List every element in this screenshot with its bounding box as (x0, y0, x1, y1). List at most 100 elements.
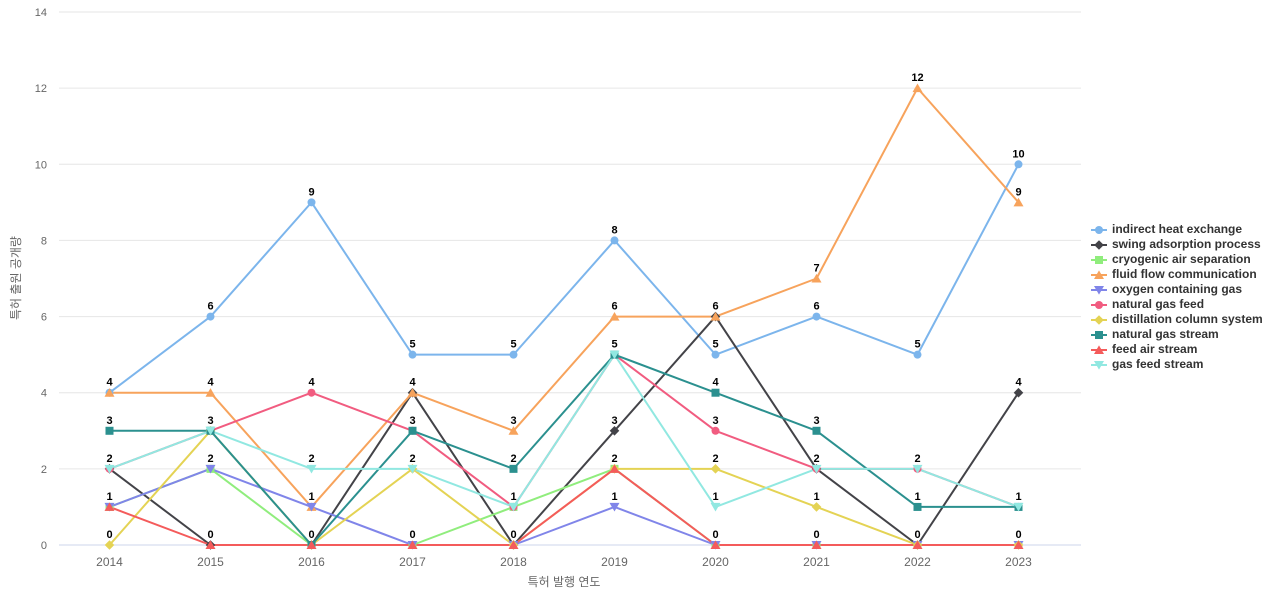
legend-label: cryogenic air separation (1112, 252, 1251, 266)
data-label: 0 (409, 529, 415, 541)
series-markers-feed-air-stream (104, 464, 1024, 549)
data-label: 6 (712, 301, 718, 313)
diamond-marker-icon (104, 540, 115, 550)
series-line (108, 467, 1020, 546)
data-label: 6 (207, 301, 213, 313)
data-label: 5 (611, 339, 617, 351)
triangle-marker-icon (205, 540, 216, 549)
square-marker-icon (408, 426, 417, 435)
triangle-down-marker-icon (609, 502, 620, 512)
legend-label: natural gas stream (1112, 327, 1219, 341)
triangle-down-marker-icon (609, 350, 620, 360)
x-tick-label: 2018 (500, 555, 527, 569)
data-label: 1 (106, 491, 112, 503)
legend-marker-icon (1091, 330, 1107, 339)
data-label: 3 (409, 415, 415, 427)
data-label: 4 (409, 377, 416, 389)
data-label: 12 (911, 72, 923, 84)
legend-marker-icon (1091, 285, 1107, 295)
legend-item-indirect-heat-exchange[interactable]: indirect heat exchange (1091, 222, 1279, 237)
legend-label: distillation column system (1112, 312, 1263, 326)
data-label: 5 (712, 339, 718, 351)
data-label: 10 (1012, 148, 1024, 160)
series-gas-feed-stream (108, 353, 1020, 508)
square-marker-icon (1095, 255, 1103, 264)
triangle-marker-icon (407, 540, 418, 549)
triangle-marker-icon (104, 388, 115, 397)
data-label: 0 (813, 529, 819, 541)
legend-marker-icon (1091, 314, 1107, 325)
data-label: 4 (207, 377, 214, 389)
grid-lines (59, 11, 1081, 546)
data-label: 2 (510, 453, 516, 465)
data-label: 2 (813, 453, 819, 465)
legend-item-natural-gas-stream[interactable]: natural gas stream (1091, 327, 1279, 342)
triangle-down-marker-icon (104, 464, 115, 474)
y-tick-label: 6 (41, 312, 47, 324)
x-tick-label: 2022 (904, 555, 931, 569)
data-label: 9 (308, 186, 314, 198)
x-axis-title: 특허 발행 연도 (527, 575, 601, 589)
data-label: 4 (106, 377, 113, 389)
triangle-down-marker-icon (1013, 502, 1024, 512)
diamond-marker-icon (1094, 314, 1104, 325)
x-tick-label: 2015 (197, 555, 224, 569)
legend-label: oxygen containing gas (1112, 282, 1243, 296)
data-label: 1 (813, 491, 819, 503)
circle-marker-icon (812, 312, 821, 321)
circle-marker-icon (307, 388, 316, 397)
data-label: 5 (914, 339, 920, 351)
legend-item-cryogenic-air-separation[interactable]: cryogenic air separation (1091, 252, 1279, 267)
data-label: 3 (207, 415, 213, 427)
data-label: 2 (914, 453, 920, 465)
data-label: 6 (813, 301, 819, 313)
data-label: 2 (712, 453, 718, 465)
triangle-marker-icon (205, 388, 216, 397)
legend-marker-icon (1091, 255, 1107, 264)
legend-item-gas-feed-stream[interactable]: gas feed stream (1091, 357, 1279, 372)
data-label: 9 (1015, 186, 1021, 198)
legend-item-feed-air-stream[interactable]: feed air stream (1091, 342, 1279, 357)
triangle-marker-icon (508, 426, 519, 435)
data-label: 3 (510, 415, 516, 427)
legend-item-oxygen-containing-gas[interactable]: oxygen containing gas (1091, 282, 1279, 297)
circle-marker-icon (711, 350, 720, 359)
triangle-marker-icon (609, 464, 620, 473)
triangle-down-marker-icon (205, 426, 216, 436)
square-marker-icon (509, 464, 518, 473)
y-tick-label: 2 (41, 464, 47, 476)
square-marker-icon (812, 426, 821, 435)
x-tick-label: 2016 (298, 555, 325, 569)
data-label: 4 (1015, 377, 1022, 389)
data-label: 4 (308, 377, 315, 389)
triangle-marker-icon (912, 83, 923, 93)
data-label: 5 (510, 339, 516, 351)
data-label: 1 (1015, 491, 1021, 503)
legend-item-swing-adsorption-process[interactable]: swing adsorption process (1091, 237, 1279, 252)
triangle-down-marker-icon (508, 502, 519, 512)
legend-item-natural-gas-feed[interactable]: natural gas feed (1091, 297, 1279, 312)
y-axis-labels: 0 2 4 6 8 10 12 14 (35, 7, 47, 552)
y-tick-label: 14 (35, 7, 47, 19)
series-line (108, 353, 1020, 546)
diamond-marker-icon (1094, 239, 1104, 250)
legend-label: fluid flow communication (1112, 267, 1257, 281)
y-axis-title: 특허 출원 공개량 (9, 236, 23, 320)
data-label: 0 (207, 529, 213, 541)
legend-item-fluid-flow-communication[interactable]: fluid flow communication (1091, 267, 1279, 282)
data-label: 6 (611, 301, 617, 313)
circle-marker-icon (408, 350, 417, 359)
data-label: 5 (409, 339, 415, 351)
triangle-down-marker-icon (710, 502, 721, 512)
legend-item-distillation-column-system[interactable]: distillation column system (1091, 312, 1279, 327)
circle-marker-icon (913, 350, 922, 359)
data-label: 3 (611, 415, 617, 427)
legend-marker-icon (1091, 300, 1107, 309)
series-markers-fluid-flow-communication (104, 83, 1024, 511)
circle-marker-icon (1095, 225, 1103, 234)
triangle-marker-icon (811, 273, 822, 283)
triangle-marker-icon (104, 502, 115, 511)
data-label: 2 (106, 453, 112, 465)
